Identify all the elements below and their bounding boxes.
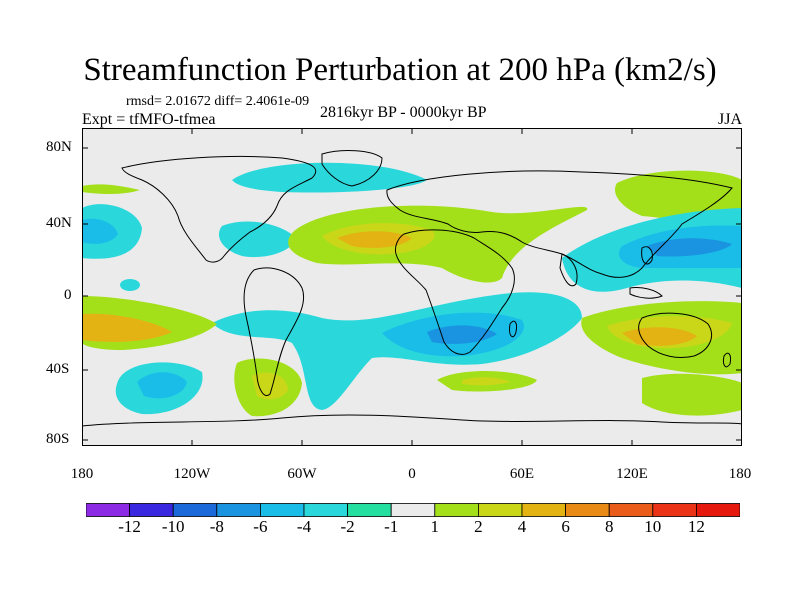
contour-npac-negative-inner — [647, 238, 732, 257]
y-tick-label: 80N — [46, 139, 72, 155]
coast-new-zealand — [723, 352, 731, 368]
x-tick-label: 120W — [173, 466, 211, 482]
axis-ticks — [82, 128, 742, 446]
colorbar-label: -4 — [296, 517, 312, 536]
contour-natl-positive-inner — [337, 231, 412, 248]
y-tick-label: 40N — [46, 215, 72, 231]
coast-greenland — [321, 150, 383, 187]
contour-sh-negative-inner — [427, 325, 497, 344]
coast-australia — [638, 312, 712, 359]
coast-india — [559, 253, 578, 287]
contour-spac-positive-inner — [82, 313, 172, 342]
contour-pacific-dot — [120, 279, 140, 291]
y-tick-label: 80S — [46, 431, 70, 447]
colorbar-swatch — [565, 503, 610, 517]
contour-natl-positive — [82, 184, 140, 194]
colorbar-label: 12 — [687, 517, 705, 536]
coastlines — [82, 150, 742, 427]
y-tick-label: 0 — [64, 287, 72, 303]
colorbar-label: 10 — [644, 517, 662, 536]
contour-camerica-negative — [218, 221, 296, 258]
colorbar-label: 8 — [604, 517, 614, 536]
contour-pacific-w-neg-inner — [82, 218, 118, 244]
coast-antarctica — [82, 414, 742, 427]
x-tick-label: 0 — [408, 466, 416, 482]
coast-eurasia — [386, 170, 733, 278]
coast-north-america — [121, 155, 317, 263]
colorbar-swatch — [216, 503, 261, 517]
colorbar-label: -8 — [209, 517, 224, 536]
colorbar-label: -1 — [384, 517, 399, 536]
period-label: 2816kyr BP - 0000kyr BP — [320, 104, 487, 121]
map-panel — [82, 128, 742, 446]
contour-arabia-positive — [462, 241, 507, 270]
coast-south-america — [243, 267, 304, 396]
colorbar-label: 2 — [474, 517, 483, 536]
colorbar-swatch — [434, 503, 479, 517]
colorbar-swatch — [129, 503, 174, 517]
colorbar-swatch — [86, 503, 130, 517]
experiment-label: Expt = tfMFO-tfmea — [82, 111, 216, 128]
coast-madagascar — [509, 320, 517, 338]
plot-title: Streamfunction Perturbation at 200 hPa (… — [83, 52, 717, 88]
colorbar — [86, 503, 740, 517]
x-tick-label: 180 — [70, 466, 94, 482]
x-tick-label: 60W — [287, 466, 317, 482]
contour-sio-positive-inner — [462, 377, 510, 386]
season-label: JJA — [717, 111, 742, 128]
contour-fields — [82, 162, 742, 417]
colorbar-swatch — [652, 503, 697, 517]
colorbar-label: -10 — [161, 517, 185, 536]
stats-text: rmsd= 2.01672 diff= 2.4061e-09 — [126, 94, 310, 109]
colorbar-swatch — [521, 503, 566, 517]
colorbar-swatch — [390, 503, 436, 517]
contour-spac-negative-inner — [137, 372, 187, 399]
colorbar-swatch — [303, 503, 348, 517]
colorbar-swatch — [347, 503, 392, 517]
x-tick-label: 180 — [728, 466, 752, 482]
colorbar-label: 1 — [430, 517, 440, 536]
colorbar-label: 4 — [517, 517, 527, 536]
coast-indonesia — [629, 287, 663, 299]
colorbar-label: 6 — [561, 517, 570, 536]
colorbar-swatch — [477, 503, 523, 517]
contour-aus-positive-inner — [622, 327, 697, 346]
colorbar-swatch — [696, 503, 740, 517]
y-tick-label: 40S — [46, 361, 70, 377]
colorbar-label: -12 — [118, 517, 141, 536]
colorbar-label: -2 — [340, 517, 355, 536]
colorbar-swatch — [608, 503, 654, 517]
colorbar-swatch — [172, 503, 218, 517]
colorbar-label: -6 — [253, 517, 268, 536]
contour-so-positive — [642, 373, 742, 416]
coast-africa — [395, 229, 515, 355]
x-tick-label: 60E — [509, 466, 535, 482]
colorbar-swatch — [259, 503, 305, 517]
x-tick-label: 120E — [616, 466, 648, 482]
coast-japan — [641, 246, 653, 265]
contour-ssam-positive-inner — [252, 372, 288, 400]
